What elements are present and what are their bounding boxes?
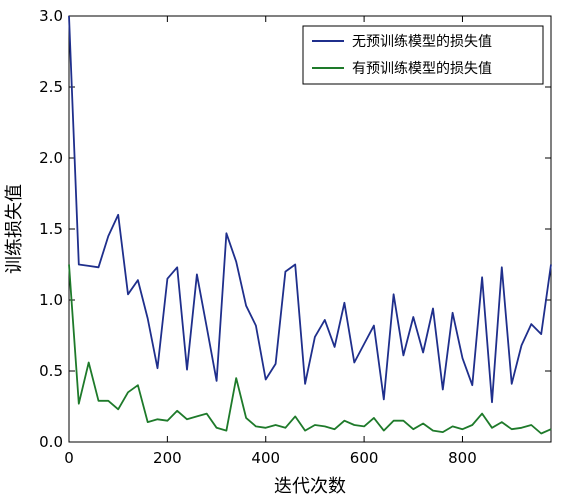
axis-ticks: 0 200 400 600 800 0.0 0.5 1.0 1.5 2.0 2.5 3.0 [39, 7, 551, 467]
x-tick-label: 0 [64, 449, 74, 467]
x-tick-label: 800 [448, 449, 477, 467]
x-axis-label: 迭代次数 [274, 476, 346, 497]
x-tick-label: 200 [153, 449, 182, 467]
y-tick-label: 3.0 [39, 7, 63, 25]
legend-label-pretrain: 有预训练模型的损失值 [352, 61, 492, 77]
y-tick-label: 2.0 [39, 149, 63, 167]
legend-label-no-pretrain: 无预训练模型的损失值 [352, 34, 492, 50]
x-tick-label: 600 [350, 449, 379, 467]
y-tick-label: 1.5 [39, 220, 63, 238]
legend: 无预训练模型的损失值 有预训练模型的损失值 [302, 25, 544, 85]
x-tick-label: 400 [251, 449, 280, 467]
y-axis-label: 训练损失值 [4, 184, 25, 274]
y-tick-label: 2.5 [39, 78, 63, 96]
series-line-no-pretrain [68, 15, 552, 404]
y-tick-label: 1.0 [39, 291, 63, 309]
series-layer [68, 15, 552, 435]
y-tick-label: 0.0 [39, 433, 63, 451]
series-line-pretrain [68, 264, 552, 435]
y-tick-label: 0.5 [39, 362, 63, 380]
legend-box [302, 25, 544, 85]
